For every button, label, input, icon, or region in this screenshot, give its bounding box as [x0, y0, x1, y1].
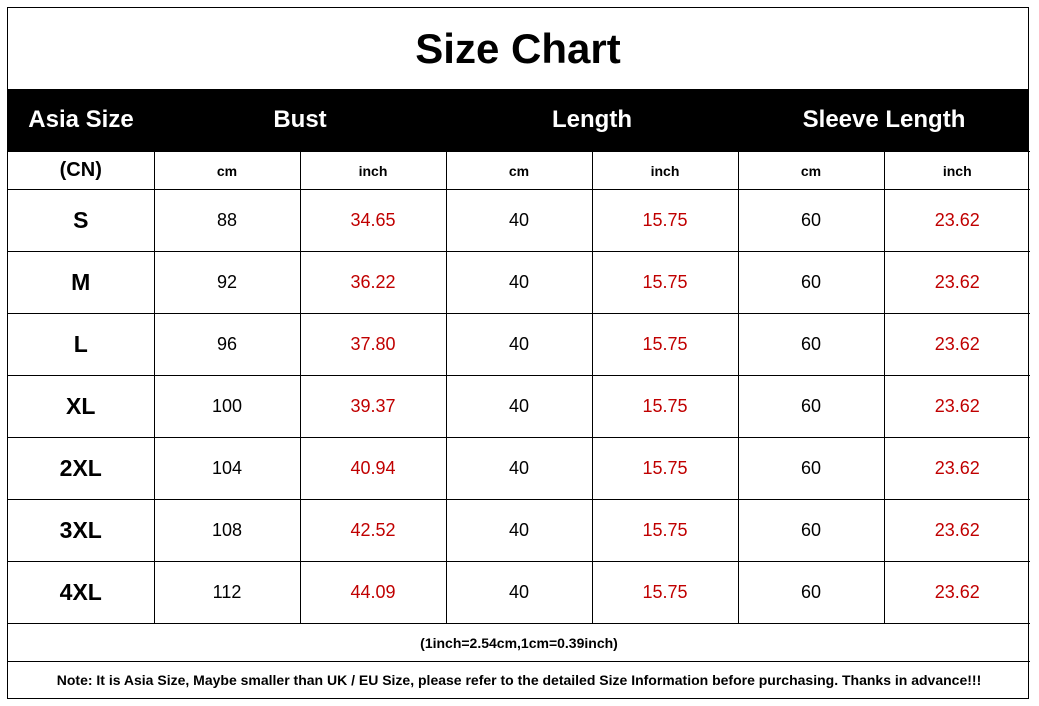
sleeve-cm-cell: 60 — [737, 499, 885, 562]
bust-cm-cell: 100 — [153, 375, 301, 438]
bust-cm-cell: 88 — [153, 189, 301, 252]
length-cm-cell: 40 — [445, 437, 593, 500]
sleeve-inch-cell: 23.62 — [883, 499, 1030, 562]
header-band: Asia Size Bust Length Sleeve Length — [8, 89, 1028, 151]
length-inch-cell: 15.75 — [591, 313, 739, 376]
bust-inch-cell: 42.52 — [299, 499, 447, 562]
bust-cm-cell: 92 — [153, 251, 301, 314]
size-cell: M — [8, 251, 155, 314]
length-cm-cell: 40 — [445, 375, 593, 438]
unit-cell: inch — [591, 151, 739, 190]
unit-cell: inch — [299, 151, 447, 190]
size-cell: 2XL — [8, 437, 155, 500]
chart-title: Size Chart — [415, 24, 621, 72]
length-inch-cell: 15.75 — [591, 251, 739, 314]
sleeve-cm-cell: 60 — [737, 313, 885, 376]
table-row: 4XL 112 44.09 40 15.75 60 23.62 — [8, 561, 1030, 624]
bust-inch-cell: 36.22 — [299, 251, 447, 314]
length-inch-cell: 15.75 — [591, 375, 739, 438]
table-row: L 96 37.80 40 15.75 60 23.62 — [8, 313, 1030, 376]
table-row: XL 100 39.37 40 15.75 60 23.62 — [8, 375, 1030, 438]
sleeve-cm-cell: 60 — [737, 375, 885, 438]
table-row: S 88 34.65 40 15.75 60 23.62 — [8, 189, 1030, 252]
bust-cm-cell: 104 — [153, 437, 301, 500]
bust-inch-cell: 44.09 — [299, 561, 447, 624]
header-sleeve-length: Sleeve Length — [802, 106, 966, 133]
sleeve-inch-cell: 23.62 — [883, 251, 1030, 314]
size-cell: 3XL — [8, 499, 155, 562]
table-row: M 92 36.22 40 15.75 60 23.62 — [8, 251, 1030, 314]
bust-inch-cell: 34.65 — [299, 189, 447, 252]
sleeve-cm-cell: 60 — [737, 561, 885, 624]
bust-inch-cell: 37.80 — [299, 313, 447, 376]
length-cm-cell: 40 — [445, 251, 593, 314]
bust-cm-cell: 108 — [153, 499, 301, 562]
unit-cell: cm — [445, 151, 593, 190]
unit-cell: (CN) — [8, 151, 155, 190]
unit-row: (CN) cm inch cm inch cm inch — [8, 151, 1030, 190]
sleeve-inch-cell: 23.62 — [883, 189, 1030, 252]
bust-inch-cell: 40.94 — [299, 437, 447, 500]
size-table: (CN) cm inch cm inch cm inch S 88 34.65 40 1… — [8, 151, 1030, 698]
bust-inch-cell: 39.37 — [299, 375, 447, 438]
unit-cell: cm — [153, 151, 301, 190]
bust-cm-cell: 96 — [153, 313, 301, 376]
unit-cell: cm — [737, 151, 885, 190]
table-row: 2XL 104 40.94 40 15.75 60 23.62 — [8, 437, 1030, 500]
sleeve-cm-cell: 60 — [737, 437, 885, 500]
sleeve-inch-cell: 23.62 — [883, 437, 1030, 500]
length-cm-cell: 40 — [445, 189, 593, 252]
length-cm-cell: 40 — [445, 313, 593, 376]
length-cm-cell: 40 — [445, 561, 593, 624]
purchase-note: Note: It is Asia Size, Maybe smaller tha… — [8, 661, 1030, 698]
size-cell: S — [8, 189, 155, 252]
sleeve-cm-cell: 60 — [737, 251, 885, 314]
sleeve-inch-cell: 23.62 — [883, 561, 1030, 624]
header-asia-size: Asia Size — [28, 106, 134, 133]
length-inch-cell: 15.75 — [591, 437, 739, 500]
size-cell: XL — [8, 375, 155, 438]
table-row: 3XL 108 42.52 40 15.75 60 23.62 — [8, 499, 1030, 562]
length-inch-cell: 15.75 — [591, 189, 739, 252]
header-bust: Bust — [273, 106, 327, 133]
size-cell: 4XL — [8, 561, 155, 624]
conversion-note: (1inch=2.54cm,1cm=0.39inch) — [8, 623, 1030, 662]
sleeve-inch-cell: 23.62 — [883, 375, 1030, 438]
length-cm-cell: 40 — [445, 499, 593, 562]
length-inch-cell: 15.75 — [591, 561, 739, 624]
sleeve-inch-cell: 23.62 — [883, 313, 1030, 376]
unit-cell: inch — [883, 151, 1030, 190]
sleeve-cm-cell: 60 — [737, 189, 885, 252]
bust-cm-cell: 112 — [153, 561, 301, 624]
size-cell: L — [8, 313, 155, 376]
header-length: Length — [552, 106, 632, 133]
size-chart: Size Chart Asia Size Bust Length Sleeve … — [7, 7, 1030, 699]
length-inch-cell: 15.75 — [591, 499, 739, 562]
